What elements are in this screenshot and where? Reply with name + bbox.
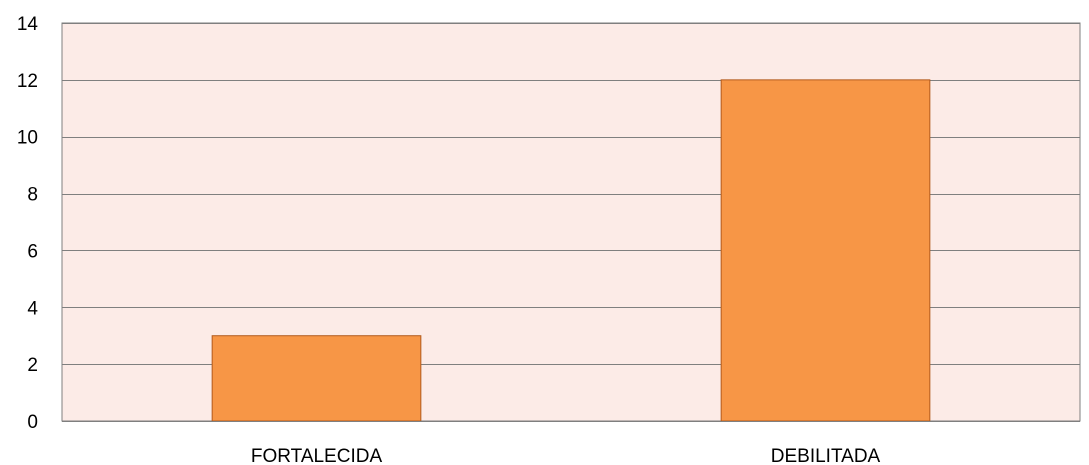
y-tick-label: 0: [27, 412, 38, 433]
y-tick-label: 2: [27, 355, 38, 376]
y-tick-label: 10: [17, 128, 38, 149]
y-tick-label: 12: [17, 71, 38, 92]
x-category-label: FORTALECIDA: [251, 446, 383, 465]
bar: [720, 79, 931, 422]
y-tick-label: 4: [27, 298, 38, 319]
x-axis-category-labels: FORTALECIDA DEBILITADA: [251, 446, 881, 465]
y-tick-label: 14: [17, 14, 39, 35]
x-category-label: DEBILITADA: [771, 446, 881, 465]
y-tick-label: 8: [27, 185, 38, 206]
y-axis-tick-labels: 0 2 4 6 8 10 12 14: [17, 14, 39, 433]
bars: [211, 79, 931, 422]
bar: [211, 335, 422, 422]
y-tick-label: 6: [27, 241, 38, 262]
